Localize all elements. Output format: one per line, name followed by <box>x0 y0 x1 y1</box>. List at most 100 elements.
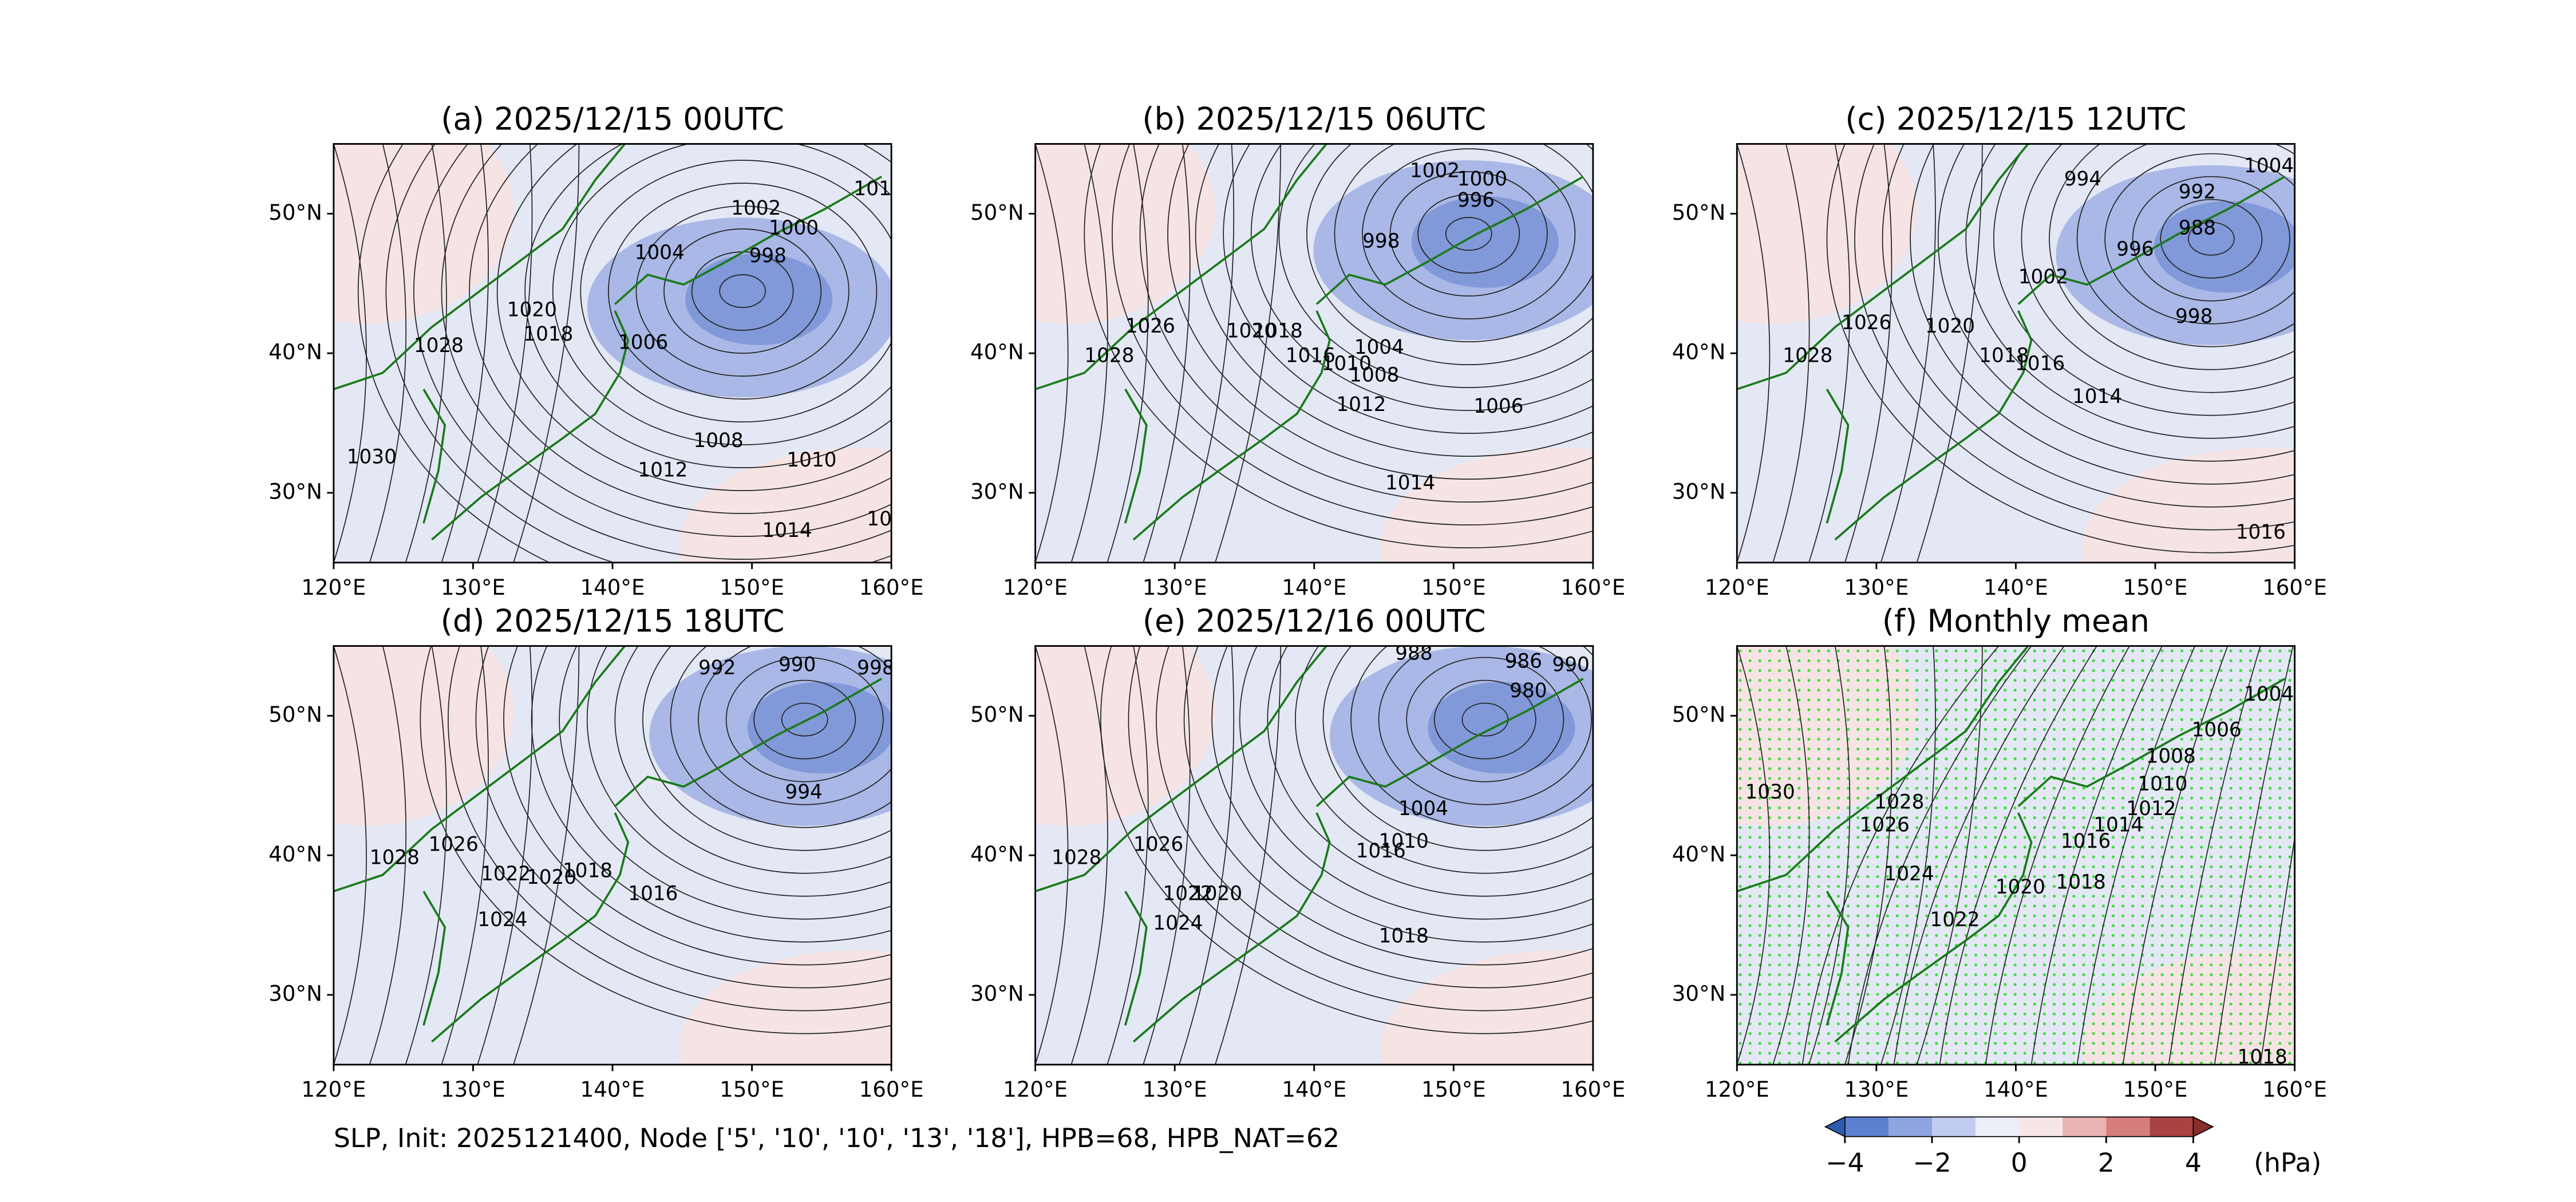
contour-label: 1018 <box>1253 320 1303 343</box>
colorbar-segment <box>2063 1117 2107 1137</box>
contour-label: 1014 <box>762 519 812 542</box>
x-tick-label: 120°E <box>1003 575 1068 600</box>
contour-label: 980 <box>1510 679 1547 702</box>
isobar <box>1250 144 1593 411</box>
contour-label: 994 <box>785 781 822 804</box>
colorbar-segment <box>1844 1117 1888 1137</box>
isobar <box>420 646 892 1034</box>
x-tick-label: 150°E <box>720 1077 784 1102</box>
isobar <box>2259 835 2295 1065</box>
contour-label: 994 <box>2064 168 2101 191</box>
x-tick-label: 120°E <box>1705 1077 1769 1102</box>
isobar <box>2049 144 2295 370</box>
contour-label: 1002 <box>1410 160 1460 183</box>
x-tick-label: 160°E <box>859 1077 924 1102</box>
isobar <box>1406 657 1564 782</box>
x-tick-label: 150°E <box>1421 575 1486 600</box>
panel-title: (e) 2025/12/16 00UTC <box>1143 603 1486 639</box>
isobar <box>1035 144 1069 563</box>
isobar <box>1139 144 1593 503</box>
colorbar-segment <box>1932 1117 1976 1137</box>
contour-label: 996 <box>2116 238 2154 261</box>
contour-label: 986 <box>1505 650 1542 673</box>
isobar <box>1211 646 1593 943</box>
x-tick-label: 140°E <box>1282 1077 1346 1102</box>
y-tick-label: 40°N <box>970 340 1024 365</box>
positive-anomaly <box>1035 144 1215 324</box>
isobar <box>1938 144 2295 462</box>
isobar <box>1808 144 1851 563</box>
contour-label: 992 <box>2179 181 2216 204</box>
x-tick-label: 130°E <box>1844 575 1909 600</box>
isobar <box>1128 646 1593 1011</box>
isobar <box>1107 646 1149 1065</box>
isobar <box>1143 144 1191 563</box>
contour-label: 1004 <box>635 241 685 264</box>
isobar <box>1239 646 1593 920</box>
x-tick-label: 150°E <box>720 575 784 600</box>
contour-label: 1004 <box>1398 797 1448 820</box>
isobar <box>1306 144 1593 365</box>
x-tick-label: 150°E <box>1421 1077 1486 1102</box>
coastline <box>1315 175 1584 305</box>
isobar <box>441 144 489 563</box>
contour-label: 1020 <box>1192 882 1242 905</box>
isobar <box>369 144 407 563</box>
isobar <box>477 646 533 1065</box>
isobar <box>1156 646 1593 989</box>
colorbar-segment <box>2150 1117 2194 1137</box>
isobar <box>1070 144 1108 563</box>
contour-label: 1002 <box>2018 266 2068 288</box>
positive-anomaly <box>1380 448 1593 563</box>
colorbar-tick-label: −2 <box>1913 1148 1951 1178</box>
isobar <box>1772 646 1810 1065</box>
isobar <box>1772 144 1810 563</box>
isobar <box>1107 144 1149 563</box>
contour-label: 1008 <box>693 429 743 452</box>
colorbar-segment <box>1976 1117 2020 1137</box>
contour-label: 1004 <box>1354 336 1404 359</box>
contour-label: 1016 <box>2015 353 2065 375</box>
isobar <box>1278 144 1593 388</box>
isobar <box>1737 646 1771 1065</box>
x-tick-label: 160°E <box>2262 1077 2327 1102</box>
isobar <box>2104 153 2295 325</box>
contour-label: 1014 <box>2072 385 2122 408</box>
y-tick-label: 40°N <box>1672 340 1726 365</box>
isobar <box>1322 646 1593 851</box>
y-tick-label: 30°N <box>1672 479 1726 504</box>
isobar <box>448 646 892 1011</box>
isobar <box>552 144 892 445</box>
y-tick-label: 40°N <box>268 340 322 365</box>
caption: SLP, Init: 2025121400, Node ['5', '10', … <box>334 1123 1340 1153</box>
isobar <box>725 657 884 782</box>
contour-label: 1008 <box>1349 364 1399 387</box>
isobar <box>2076 646 2196 1065</box>
contour-label: 1022 <box>1163 882 1212 905</box>
positive-anomaly <box>333 646 514 826</box>
isobar <box>1350 646 1593 828</box>
coastline <box>1035 646 1327 892</box>
map-panel: 9949929881004996998100210141016101810201… <box>1737 144 2295 563</box>
contour-label: 1016 <box>2061 830 2111 853</box>
contour-label: 992 <box>698 657 736 679</box>
y-tick-label: 30°N <box>970 479 1024 504</box>
x-tick-label: 120°E <box>1003 1077 1068 1102</box>
coastline <box>1124 891 1148 1026</box>
isobar <box>333 646 367 1065</box>
isobar <box>586 646 892 897</box>
isobar <box>1417 194 1520 274</box>
coastline <box>1315 678 1584 807</box>
contour-label: 988 <box>2179 216 2216 239</box>
isobar <box>2160 199 2263 279</box>
isobar <box>1223 144 1593 434</box>
contour-label: 1018 <box>1979 344 2029 367</box>
colorbar-tick-label: −4 <box>1826 1148 1864 1178</box>
isobar <box>333 144 367 563</box>
isobar <box>1854 144 2295 531</box>
isobar <box>1844 646 1893 1065</box>
panel-title: (f) Monthly mean <box>1882 603 2150 639</box>
contour-label: 1026 <box>1125 315 1175 338</box>
isobar <box>358 144 551 563</box>
